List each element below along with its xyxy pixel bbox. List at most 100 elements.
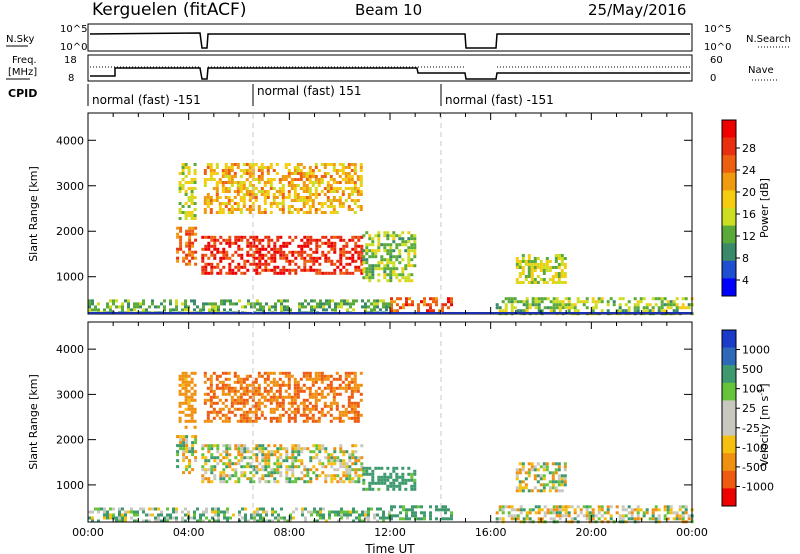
power-cell [276,250,280,254]
velocity-cell [287,395,291,399]
power-cell [266,196,270,199]
velocity-cell [588,517,592,521]
power-cell [309,253,313,257]
power-cell [188,232,192,236]
power-cell [339,238,343,242]
power-cell [377,267,381,271]
velocity-cell [536,468,540,472]
power-region-0 [201,235,364,275]
power-cell [365,249,369,253]
power-cell [255,265,259,269]
velocity-cell [246,447,250,451]
velocity-cell [288,480,292,484]
power-cell [357,250,361,254]
power-cell [252,235,256,239]
power-cell [557,257,561,260]
power-cell [534,306,538,310]
velocity-cell [275,401,279,405]
power-cell [213,265,217,269]
power-cell [287,205,291,208]
velocity-cell [284,383,288,387]
power-cell [255,238,259,242]
power-cell [621,309,625,313]
power-cell [368,264,372,268]
velocity-cell [258,468,262,472]
velocity-cell [203,398,207,402]
station-title: Kerguelen (fitACF) [92,0,246,20]
velocity-cell [684,508,688,512]
power-cell [320,205,324,208]
power-cell [519,300,523,304]
velocity-cell [279,465,283,469]
power-cell [294,271,298,275]
velocity-cell [633,517,637,521]
power-cell [263,184,267,187]
power-cell [651,297,655,301]
power-cell [203,211,207,214]
power-cell [546,306,550,310]
power-cell [269,211,273,214]
velocity-cell [393,505,396,509]
velocity-cell [407,472,411,476]
power-cell [169,302,172,306]
velocity-cell [261,468,265,472]
power-cell [350,178,354,181]
power-cell [348,250,352,254]
power-cell [299,208,303,211]
velocity-cell [364,516,367,520]
velocity-cell [190,516,193,520]
power-cell [194,232,198,236]
power-cell [185,262,189,266]
power-cell [407,258,411,262]
velocity-cell [316,519,319,523]
power-cell [249,253,253,257]
cpid-label: CPID [8,87,37,100]
power-cell [660,306,664,310]
power-cell [184,299,187,303]
power-cell [262,305,265,309]
velocity-cell [281,404,285,408]
velocity-cell [311,416,315,420]
velocity-cell [178,416,182,420]
velocity-cell [404,478,408,482]
velocity-cell [304,507,307,511]
power-cell [217,308,220,312]
velocity-cell [390,514,393,518]
velocity-cell [240,453,244,457]
velocity-cell [528,511,532,515]
power-cell [225,250,229,254]
velocity-cell [243,474,247,478]
xtick-label: 04:00 [173,526,205,539]
velocity-cell [597,505,601,509]
velocity-cell [293,410,297,414]
velocity-cell [182,438,186,442]
power-colorbar-swatch [722,278,736,297]
power-cell [190,211,194,214]
power-cell [392,270,396,274]
power-cell [450,300,453,304]
power-cell [254,196,258,199]
velocity-cell [237,477,241,481]
power-cell [385,305,388,309]
power-cell [359,184,363,187]
power-cell [417,309,420,313]
velocity-cell [310,510,313,514]
power-cell [188,262,192,266]
velocity-cell [109,513,112,517]
velocity-cell [187,374,191,378]
velocity-cell [304,519,307,523]
velocity-ytick-label: 2000 [56,434,84,447]
power-cell [224,190,228,193]
velocity-cell [285,453,289,457]
velocity-cell [206,392,210,396]
velocity-cell [666,517,670,521]
power-cell [525,297,529,301]
power-cell [222,265,226,269]
power-cell [504,309,508,313]
velocity-cell [182,459,186,463]
power-cell [305,190,309,193]
velocity-cell [344,371,348,375]
velocity-cell [293,383,297,387]
velocity-cell [188,459,192,463]
power-cell [527,272,531,275]
